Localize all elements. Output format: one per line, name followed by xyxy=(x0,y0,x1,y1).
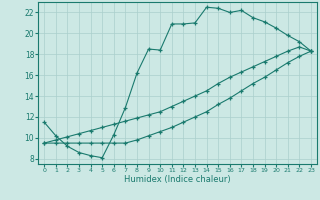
X-axis label: Humidex (Indice chaleur): Humidex (Indice chaleur) xyxy=(124,175,231,184)
